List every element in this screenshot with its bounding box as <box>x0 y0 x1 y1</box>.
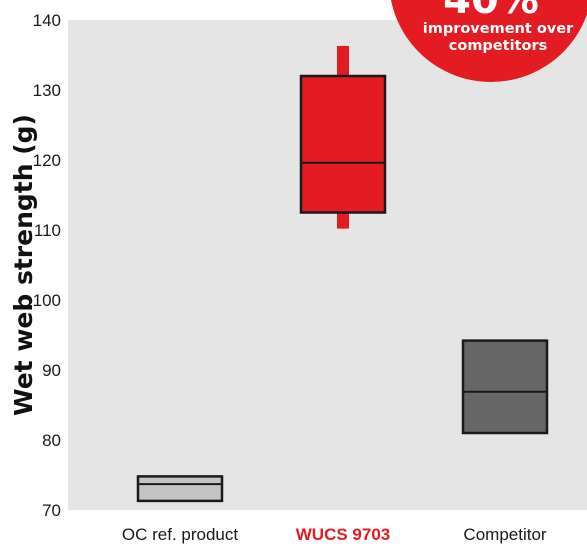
box-body-wucs-9703 <box>299 74 387 214</box>
y-tick-label-130: 130 <box>33 81 61 100</box>
badge-circle <box>391 0 587 82</box>
badge-line1: improvement over <box>423 21 574 37</box>
y-tick-label-140: 140 <box>33 11 61 30</box>
box-series <box>136 45 549 503</box>
box-competitor <box>461 339 549 435</box>
y-axis-ticks: 70 80 90 100 110 120 130 140 <box>33 11 61 520</box>
whisker-high-wucs-9703 <box>337 45 349 76</box>
y-tick-label-70: 70 <box>42 501 61 520</box>
badge-percentage: 40% <box>443 0 539 23</box>
x-category-oc-ref-product: OC ref. product <box>122 525 238 544</box>
x-category-wucs-9703: WUCS 9703 <box>296 525 390 544</box>
y-tick-label-100: 100 <box>33 291 61 310</box>
box-wucs-9703 <box>299 45 387 229</box>
box-body-competitor <box>461 339 549 435</box>
x-category-competitor: Competitor <box>463 525 546 544</box>
y-axis-label: Wet web strength (g) <box>9 114 38 416</box>
box-body-oc-ref-product <box>136 475 224 503</box>
y-tick-label-110: 110 <box>34 221 61 240</box>
badge-line2: competitors <box>449 38 547 54</box>
y-tick-label-90: 90 <box>42 361 61 380</box>
whisker-low-wucs-9703 <box>337 212 349 229</box>
x-axis-categories: OC ref. product WUCS 9703 Competitor <box>122 525 547 544</box>
box-oc-ref-product <box>136 475 224 503</box>
y-tick-label-120: 120 <box>33 151 61 170</box>
improvement-badge: 40% improvement over competitors <box>391 0 587 82</box>
y-tick-label-80: 80 <box>42 431 61 450</box>
